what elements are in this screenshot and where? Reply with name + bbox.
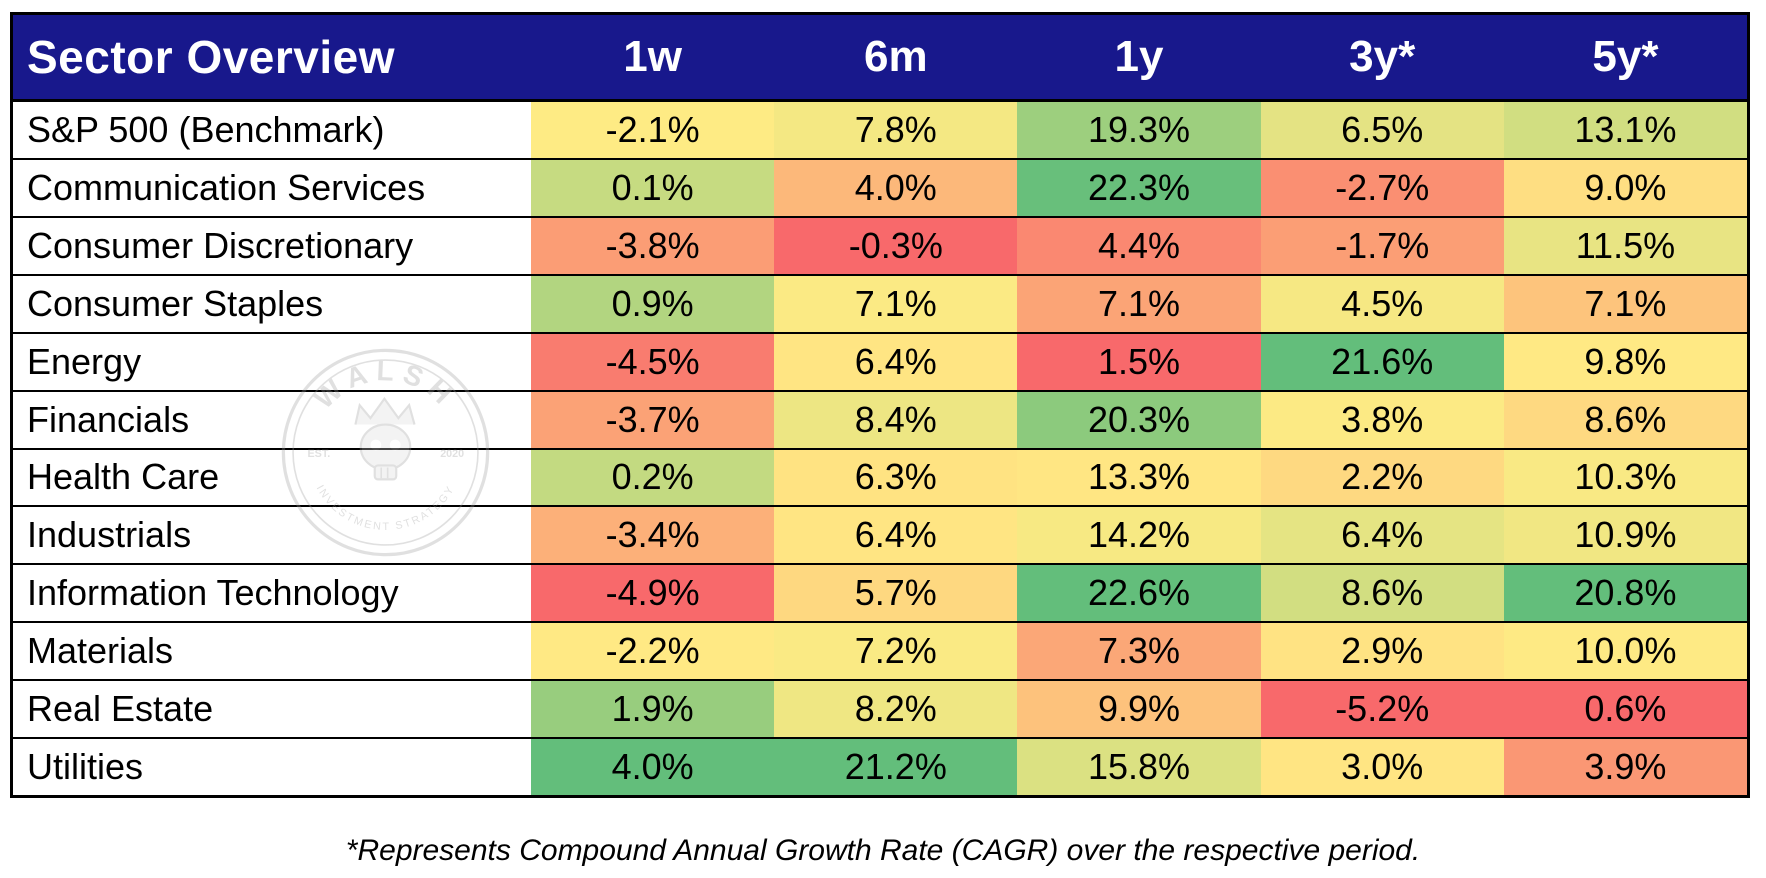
value-cell: 7.2% (774, 623, 1018, 680)
column-header-5y: 5y* (1592, 32, 1659, 81)
table-row: Consumer Discretionary -3.8% -0.3% 4.4% -1.7… (13, 215, 1748, 274)
value-cell: 3.0% (1260, 739, 1504, 796)
value-cell: 8.2% (774, 681, 1018, 738)
column-header-1w: 1w (623, 32, 682, 81)
table-row: S&P 500 (Benchmark) -2.1% 7.8% 19.3% 6.5% 13.… (13, 102, 1748, 158)
value-cell: -3.4% (531, 507, 775, 564)
value-cell: 6.3% (774, 449, 1018, 506)
value-cell: 13.3% (1017, 449, 1261, 506)
value-cell: 4.4% (1017, 217, 1261, 274)
value-cell: 6.4% (774, 507, 1018, 564)
value-cell: -3.7% (531, 391, 775, 448)
value-cell: 0.2% (531, 449, 775, 506)
row-label: Financials (13, 391, 531, 448)
value-cell: 11.5% (1503, 217, 1748, 274)
value-cell: 21.2% (774, 739, 1018, 796)
value-cell: 22.3% (1017, 159, 1261, 216)
row-label: Communication Services (13, 159, 531, 216)
value-cell: -2.1% (531, 102, 775, 158)
value-cell: 20.3% (1017, 391, 1261, 448)
value-cell: -5.2% (1260, 681, 1504, 738)
value-cell: 4.5% (1260, 275, 1504, 332)
table-row: Information Technology -4.9% 5.7% 22.6% 8.6%… (13, 563, 1748, 622)
value-cell: 2.2% (1260, 449, 1504, 506)
table-row: Real Estate 1.9% 8.2% 9.9% -5.2% 0.6% (13, 679, 1748, 738)
row-label: Health Care (13, 449, 531, 506)
value-cell: 6.4% (1260, 507, 1504, 564)
value-cell: 20.8% (1503, 565, 1748, 622)
value-cell: 5.7% (774, 565, 1018, 622)
value-cell: 0.6% (1503, 681, 1748, 738)
value-cell: 0.1% (531, 159, 775, 216)
value-cell: 21.6% (1260, 333, 1504, 390)
value-cell: 1.9% (531, 681, 775, 738)
table-row: Energy -4.5% 6.4% 1.5% 21.6% 9.8% (13, 331, 1748, 390)
value-cell: -3.8% (531, 217, 775, 274)
table-row: Financials -3.7% 8.4% 20.3% 3.8% 8.6% (13, 389, 1748, 448)
value-cell: 8.6% (1260, 565, 1504, 622)
value-cell: 7.8% (774, 102, 1018, 158)
value-cell: 8.4% (774, 391, 1018, 448)
value-cell: 4.0% (531, 739, 775, 796)
value-cell: 9.8% (1503, 333, 1748, 390)
value-cell: 22.6% (1017, 565, 1261, 622)
value-cell: -4.9% (531, 565, 775, 622)
value-cell: 9.0% (1503, 159, 1748, 216)
footnote: *Represents Compound Annual Growth Rate … (345, 834, 1421, 867)
row-label: Real Estate (13, 681, 531, 738)
value-cell: 6.4% (774, 333, 1018, 390)
value-cell: -4.5% (531, 333, 775, 390)
value-cell: 6.5% (1260, 102, 1504, 158)
value-cell: 15.8% (1017, 739, 1261, 796)
value-cell: -0.3% (774, 217, 1018, 274)
row-label: Materials (13, 623, 531, 680)
table-row: Health Care 0.2% 6.3% 13.3% 2.2% 10.3% (13, 447, 1748, 506)
column-header-6m: 6m (864, 32, 928, 81)
column-header-1y: 1y (1114, 32, 1164, 81)
value-cell: 7.3% (1017, 623, 1261, 680)
value-cell: 2.9% (1260, 623, 1504, 680)
value-cell: 19.3% (1017, 102, 1261, 158)
value-cell: 7.1% (774, 275, 1018, 332)
table-row: Materials -2.2% 7.2% 7.3% 2.9% 10.0% (13, 621, 1748, 680)
value-cell: 7.1% (1017, 275, 1261, 332)
row-label: Consumer Staples (13, 275, 531, 332)
value-cell: 3.9% (1503, 739, 1748, 796)
table-row: Communication Services 0.1% 4.0% 22.3% -2.7%… (13, 157, 1748, 216)
value-cell: 4.0% (774, 159, 1018, 216)
value-cell: 10.9% (1503, 507, 1748, 564)
sector-table-body: S&P 500 (Benchmark) -2.1% 7.8% 19.3% 6.5% 13.… (13, 102, 1748, 796)
value-cell: 14.2% (1017, 507, 1261, 564)
value-cell: -2.2% (531, 623, 775, 680)
value-cell: 10.0% (1503, 623, 1748, 680)
table-title: Sector Overview (27, 31, 396, 83)
value-cell: 3.8% (1260, 391, 1504, 448)
value-cell: 8.6% (1503, 391, 1748, 448)
row-label: Energy (13, 333, 531, 390)
value-cell: 10.3% (1503, 449, 1748, 506)
value-cell: 1.5% (1017, 333, 1261, 390)
value-cell: 13.1% (1503, 102, 1748, 158)
row-label: S&P 500 (Benchmark) (13, 102, 531, 158)
table-row: Industrials -3.4% 6.4% 14.2% 6.4% 10.9% (13, 505, 1748, 564)
value-cell: 7.1% (1503, 275, 1748, 332)
value-cell: -1.7% (1260, 217, 1504, 274)
row-label: Information Technology (13, 565, 531, 622)
sector-table: Sector Overview 1w 6m 1y 3y* 5y* S&P 500… (10, 12, 1750, 798)
column-header-3y: 3y* (1349, 32, 1416, 81)
value-cell: 0.9% (531, 275, 775, 332)
table-header-row: Sector Overview 1w 6m 1y 3y* 5y* (13, 15, 1747, 102)
table-row: Consumer Staples 0.9% 7.1% 7.1% 4.5% 7.1% (13, 273, 1748, 332)
table-row: Utilities 4.0% 21.2% 15.8% 3.0% 3.9% (13, 737, 1748, 796)
value-cell: 9.9% (1017, 681, 1261, 738)
value-cell: -2.7% (1260, 159, 1504, 216)
row-label: Utilities (13, 739, 531, 796)
row-label: Consumer Discretionary (13, 217, 531, 274)
row-label: Industrials (13, 507, 531, 564)
